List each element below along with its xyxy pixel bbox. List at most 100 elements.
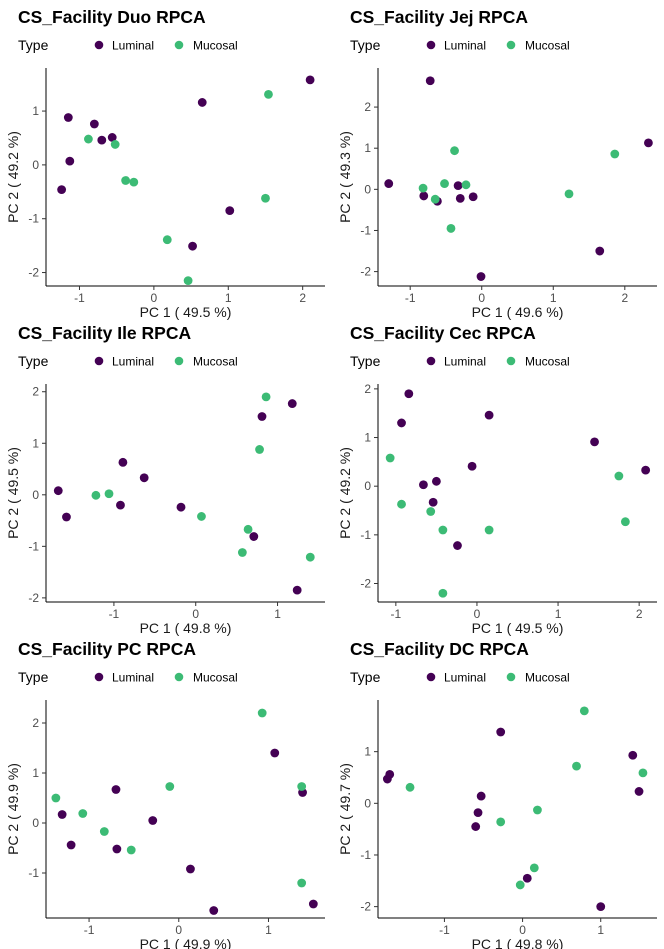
legend-label-mucosal: Mucosal (193, 39, 238, 53)
chart-svg: CS_Facility Jej RPCA Type Luminal Mucosal -1… (337, 7, 657, 320)
data-point-luminal (522, 873, 532, 883)
data-point-mucosal (484, 525, 494, 535)
y-tick-label: -1 (28, 212, 39, 226)
x-tick-label: 2 (621, 291, 628, 305)
data-point-luminal (107, 133, 117, 142)
y-tick-label: 2 (364, 100, 371, 114)
data-point-luminal (257, 412, 267, 421)
legend: Type Luminal Mucosal (18, 669, 238, 685)
data-point-luminal (634, 787, 644, 796)
y-tick-label: 0 (32, 816, 39, 830)
legend-label-luminal: Luminal (112, 355, 154, 369)
legend-title: Type (350, 37, 381, 53)
legend-marker-mucosal (174, 356, 184, 366)
y-tick-label: -2 (360, 265, 371, 279)
y-tick-label: -2 (360, 577, 371, 591)
legend-marker-luminal (94, 672, 104, 682)
y-axis-label: PC 2 ( 49.2 %) (5, 131, 21, 223)
chart-svg: CS_Facility DC RPCA Type Luminal Mucosal -1 0… (337, 639, 657, 949)
data-point-luminal (270, 748, 280, 758)
data-point-luminal (308, 899, 318, 909)
y-tick-label: -1 (360, 223, 371, 237)
data-point-mucosal (430, 194, 440, 204)
x-tick-label: -1 (84, 923, 95, 937)
data-point-luminal (197, 98, 207, 107)
y-tick-label: 0 (364, 479, 371, 493)
data-points (51, 708, 318, 915)
x-tick-label: 1 (225, 291, 232, 305)
legend-title: Type (18, 37, 49, 53)
data-point-mucosal (261, 392, 271, 402)
data-point-mucosal (91, 490, 101, 500)
chart-svg: CS_Facility Ile RPCA Type Luminal Mucosal -1… (5, 323, 325, 636)
legend-label-luminal: Luminal (112, 39, 154, 53)
data-point-mucosal (237, 548, 247, 557)
y-axis-label: PC 2 ( 49.9 %) (5, 763, 21, 855)
data-point-luminal (57, 185, 67, 195)
data-point-luminal (595, 246, 605, 256)
data-point-luminal (112, 844, 122, 854)
data-point-luminal (139, 473, 149, 483)
legend-marker-luminal (426, 40, 436, 50)
data-point-mucosal (104, 489, 114, 499)
x-axis-label: PC 1 ( 49.8 %) (140, 620, 232, 636)
data-point-mucosal (496, 817, 506, 827)
legend-label-mucosal: Mucosal (525, 39, 570, 53)
x-tick-label: 2 (636, 607, 643, 621)
x-tick-label: 0 (175, 923, 182, 937)
data-point-mucosal (418, 183, 428, 193)
legend-label-mucosal: Mucosal (525, 671, 570, 685)
x-axis-label: PC 1 ( 49.9 %) (140, 936, 232, 949)
legend-marker-mucosal (506, 40, 516, 50)
chart-title: CS_Facility Ile RPCA (18, 323, 191, 343)
data-point-luminal (111, 785, 121, 794)
legend: Type Luminal Mucosal (350, 37, 570, 53)
data-point-mucosal (564, 189, 574, 199)
chart-panel: CS_Facility Jej RPCA Type Luminal Mucosal -1… (332, 0, 664, 320)
chart-svg: CS_Facility PC RPCA Type Luminal Mucosal -1 0… (5, 639, 325, 949)
data-point-luminal (305, 75, 315, 85)
legend-marker-luminal (94, 356, 104, 366)
data-points (385, 389, 651, 598)
y-tick-label: 2 (32, 385, 39, 399)
legend-marker-luminal (426, 356, 436, 366)
legend-marker-mucosal (174, 672, 184, 682)
x-tick-label: 1 (597, 923, 604, 937)
y-axis-label: PC 2 ( 49.2 %) (337, 447, 353, 539)
legend-label-mucosal: Mucosal (193, 355, 238, 369)
data-point-luminal (176, 502, 186, 512)
legend-label-luminal: Luminal (444, 671, 486, 685)
data-point-luminal (89, 119, 99, 129)
data-point-mucosal (78, 809, 88, 818)
data-point-mucosal (620, 517, 630, 527)
legend-marker-luminal (94, 40, 104, 50)
data-point-luminal (292, 585, 302, 595)
legend-label-luminal: Luminal (112, 671, 154, 685)
data-point-luminal (209, 906, 219, 915)
legend-title: Type (350, 353, 381, 369)
chart-panel: CS_Facility DC RPCA Type Luminal Mucosal -1 0… (332, 632, 664, 949)
y-tick-label: -1 (28, 866, 39, 880)
chart-panel: CS_Facility Cec RPCA Type Luminal Mucosal -1… (332, 316, 664, 636)
data-points (382, 706, 648, 912)
legend-marker-mucosal (506, 356, 516, 366)
y-tick-label: 0 (32, 488, 39, 502)
data-point-luminal (66, 840, 76, 850)
data-point-luminal (385, 769, 395, 779)
data-point-mucosal (461, 180, 471, 190)
y-tick-label: 1 (32, 104, 39, 118)
y-tick-label: 1 (364, 745, 371, 759)
chart-title: CS_Facility DC RPCA (350, 639, 529, 659)
x-axis-label: PC 1 ( 49.8 %) (472, 936, 564, 949)
data-point-luminal (53, 486, 63, 496)
data-point-mucosal (638, 768, 648, 778)
x-tick-label: 0 (192, 607, 199, 621)
y-tick-label: -1 (360, 528, 371, 542)
chart-panel: CS_Facility Duo RPCA Type Luminal Mucosal -1… (0, 0, 332, 320)
data-point-luminal (225, 206, 235, 216)
data-point-luminal (116, 500, 125, 510)
x-tick-label: -1 (74, 291, 85, 305)
data-point-mucosal (426, 507, 436, 516)
data-point-mucosal (533, 805, 542, 815)
